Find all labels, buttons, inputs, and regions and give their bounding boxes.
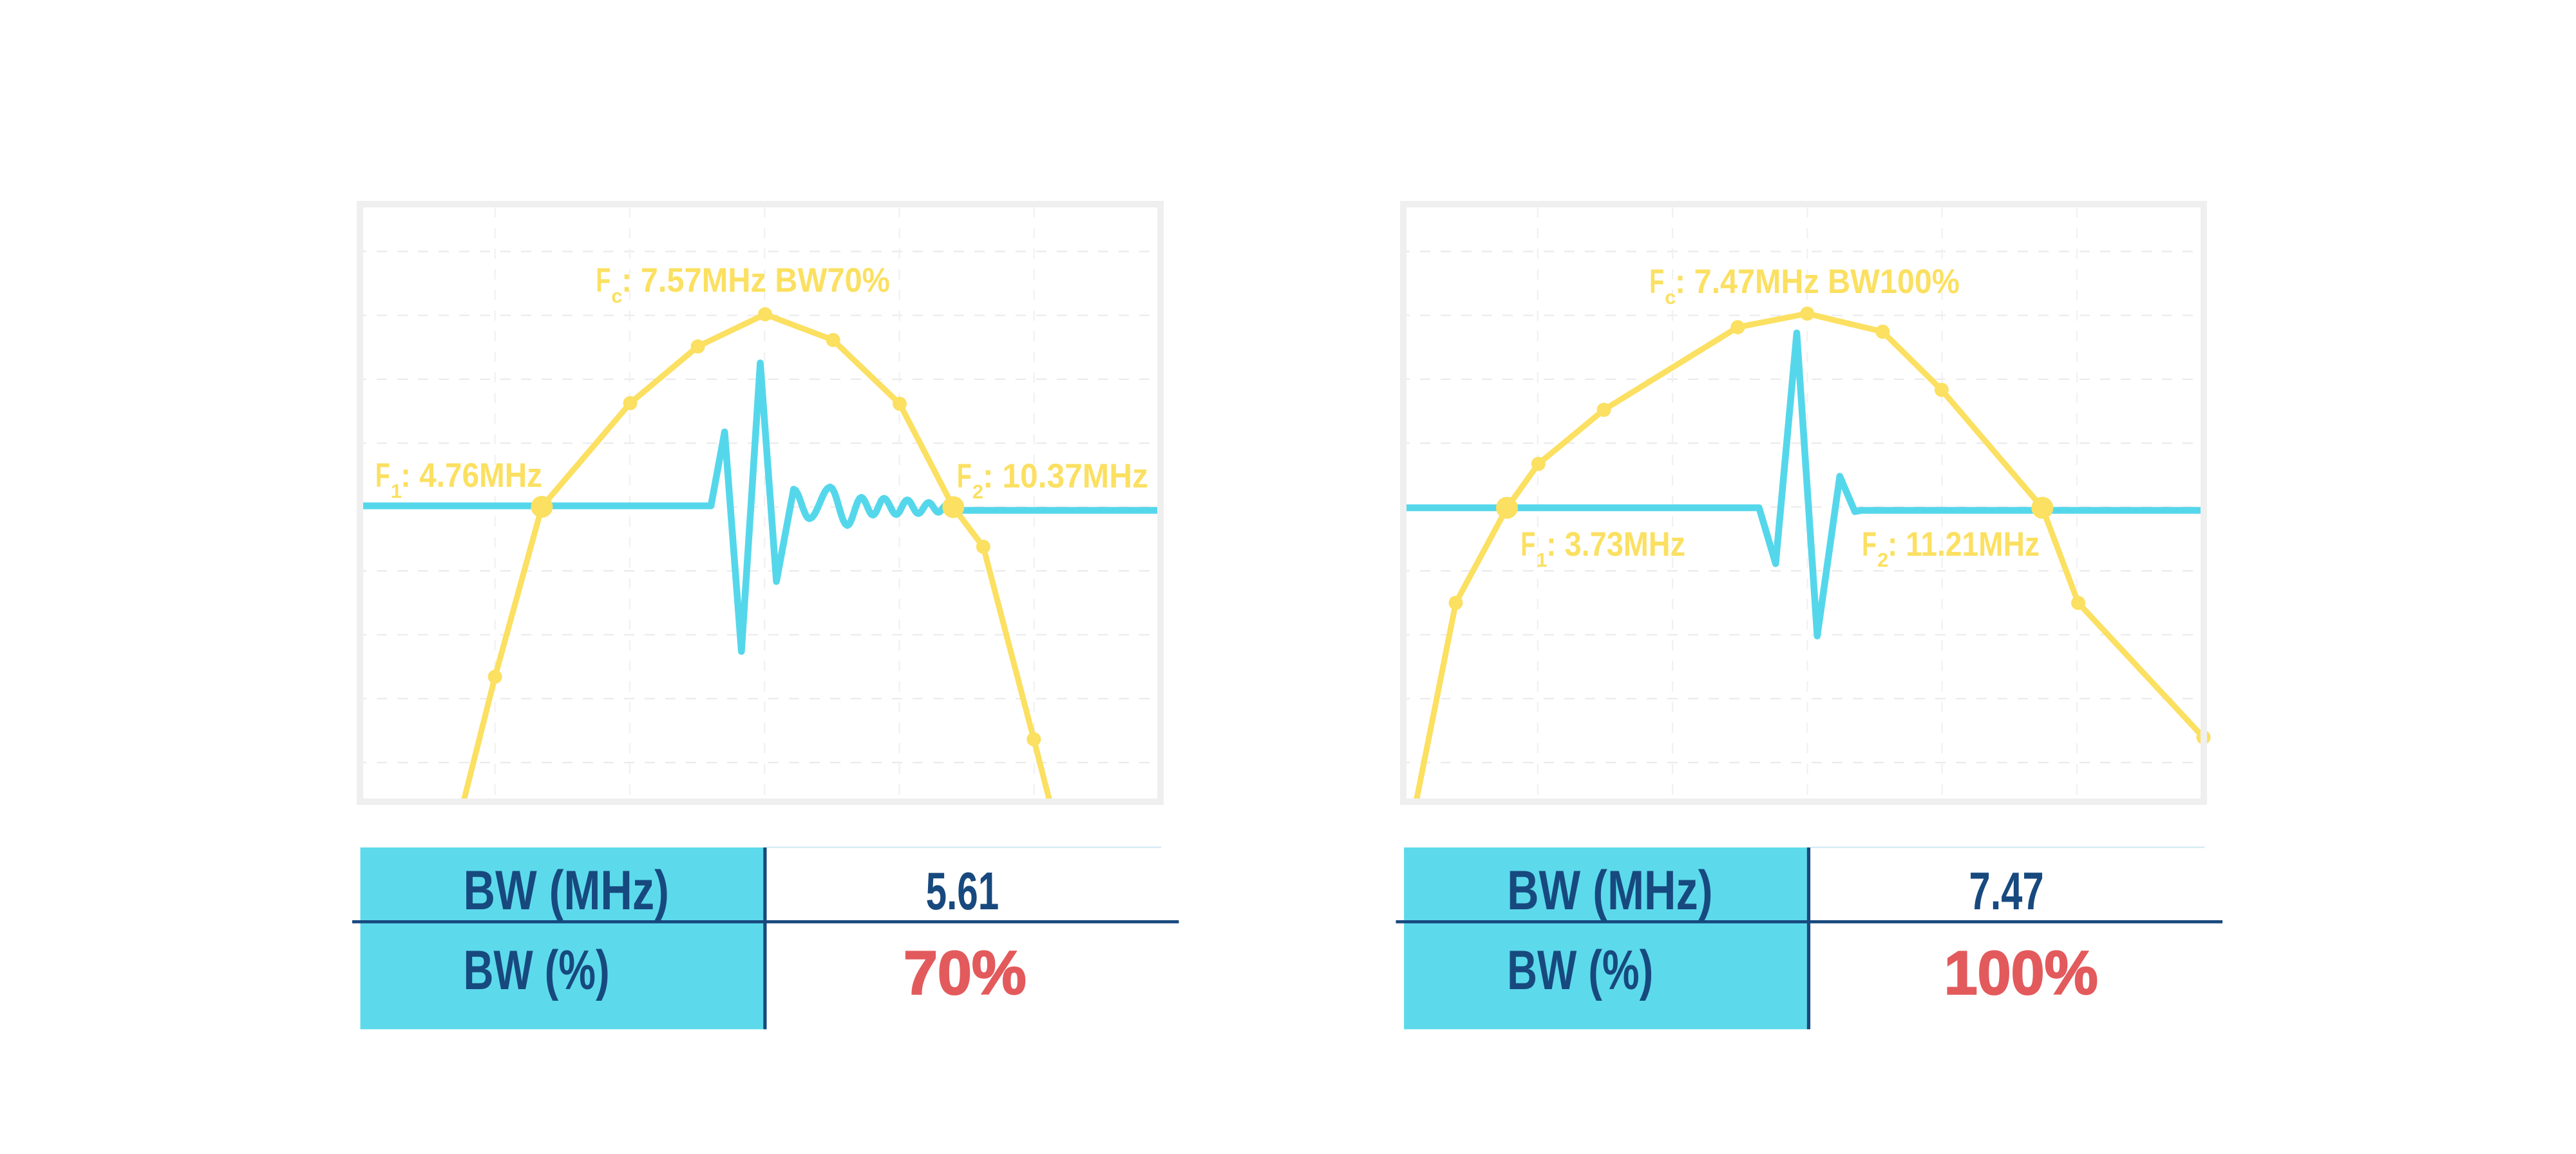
- svg-text:c: c: [611, 285, 622, 307]
- svg-text:F: F: [1649, 263, 1664, 301]
- svg-text:BW (MHz): BW (MHz): [1507, 860, 1712, 922]
- svg-text:100%: 100%: [1944, 939, 2098, 1008]
- svg-text:: 11.21MHz: : 11.21MHz: [1888, 525, 2040, 563]
- svg-text:: 7.47MHz BW100%: : 7.47MHz BW100%: [1675, 263, 1960, 301]
- svg-text:F: F: [375, 457, 390, 495]
- svg-text:: 7.57MHz BW70%: : 7.57MHz BW70%: [621, 261, 890, 299]
- svg-text:5.61: 5.61: [926, 861, 999, 921]
- svg-text:F: F: [1520, 525, 1535, 563]
- svg-text:7.47: 7.47: [1969, 861, 2044, 921]
- svg-text:F: F: [596, 261, 611, 299]
- svg-text:2: 2: [1877, 549, 1888, 571]
- svg-text:F: F: [1862, 525, 1877, 563]
- svg-text:: 4.76MHz: : 4.76MHz: [401, 457, 542, 495]
- svg-text:1: 1: [391, 480, 402, 502]
- svg-text:BW (MHz): BW (MHz): [464, 860, 669, 922]
- svg-text:: 3.73MHz: : 3.73MHz: [1546, 525, 1685, 563]
- svg-text:2: 2: [972, 480, 983, 503]
- svg-text:c: c: [1665, 286, 1676, 308]
- svg-text:1: 1: [1536, 549, 1547, 571]
- svg-text:BW (%): BW (%): [1507, 940, 1653, 1001]
- svg-text:70%: 70%: [904, 939, 1027, 1008]
- svg-text:F: F: [957, 457, 972, 495]
- svg-text:: 10.37MHz: : 10.37MHz: [983, 457, 1148, 495]
- svg-text:BW (%): BW (%): [464, 940, 610, 1001]
